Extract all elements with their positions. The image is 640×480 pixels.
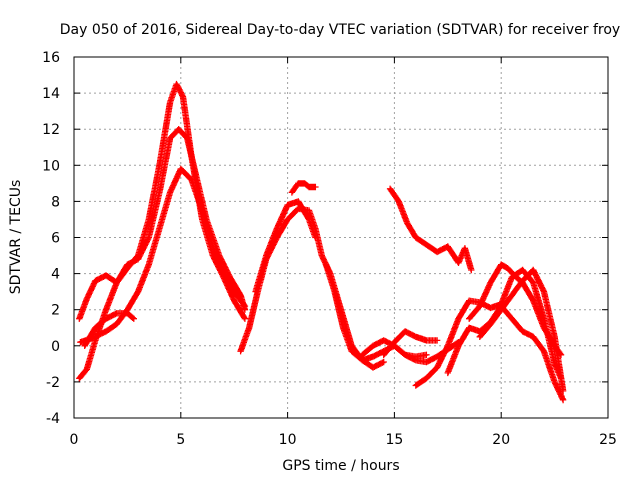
y-tick-label: 10 [42, 158, 60, 174]
series-track-i [386, 185, 475, 274]
series-track-k [380, 328, 441, 358]
ticks [73, 56, 609, 419]
y-tick-label: 14 [42, 86, 60, 102]
x-axis-label: GPS time / hours [282, 458, 399, 474]
series-track-n [466, 261, 565, 358]
x-tick-label: 5 [176, 432, 185, 448]
series-points [380, 328, 441, 358]
y-tick-label: 6 [51, 231, 60, 247]
series-track-f [252, 198, 319, 295]
y-tick-label: 4 [51, 267, 60, 283]
series-points [252, 198, 319, 295]
y-tick-label: 2 [51, 303, 60, 319]
y-tick-label: 0 [51, 339, 60, 355]
series-track-l [412, 266, 565, 389]
x-tick-label: 20 [492, 432, 510, 448]
chart-title: Day 050 of 2016, Sidereal Day-to-day VTE… [60, 22, 620, 38]
x-tick-label: 15 [385, 432, 403, 448]
series-points [412, 266, 565, 389]
y-tick-label: -4 [46, 411, 60, 427]
tick-labels: 0 5 10 15 20 25 -4 -2 0 2 4 6 8 10 12 14 16 [42, 50, 617, 448]
series-track-c [77, 165, 249, 346]
series-points [77, 165, 249, 346]
series-track-d [81, 310, 137, 349]
series-track-o [476, 266, 567, 395]
series-points [476, 266, 567, 395]
x-tick-label: 0 [70, 432, 79, 448]
y-tick-label: 8 [51, 194, 60, 210]
series-track-g [288, 180, 319, 196]
x-tick-label: 25 [599, 432, 617, 448]
series-points [466, 261, 565, 358]
y-tick-label: 12 [42, 122, 60, 138]
series-points [386, 185, 475, 274]
y-axis-label: SDTVAR / TECUs [8, 180, 24, 295]
x-tick-label: 10 [279, 432, 297, 448]
y-tick-label: -2 [46, 375, 60, 391]
series-points [81, 310, 137, 349]
series-points [288, 180, 319, 196]
data-points [76, 80, 567, 404]
y-tick-label: 16 [42, 50, 60, 66]
